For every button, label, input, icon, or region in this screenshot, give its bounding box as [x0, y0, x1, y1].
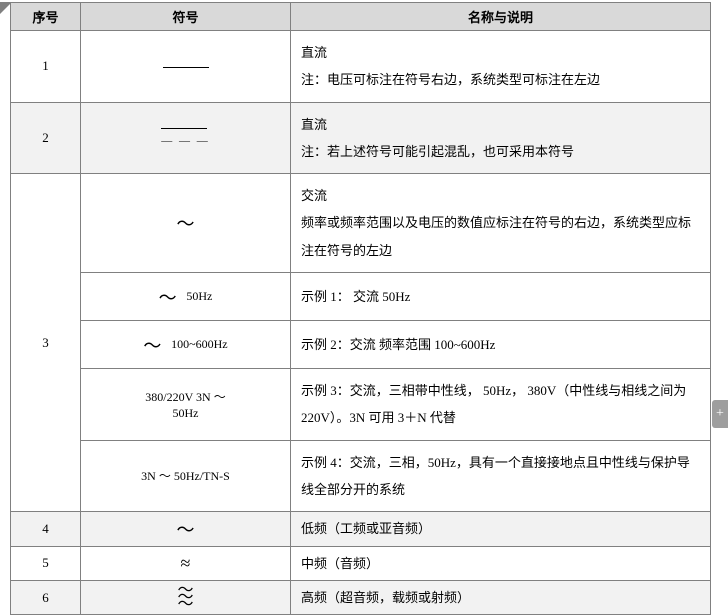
triple-wave-icon: 〜〜〜	[177, 587, 193, 609]
table-row: 4 〜 低频（工频或亚音频）	[11, 512, 711, 546]
table-row: 5 ≈ 中频（音频）	[11, 546, 711, 580]
cell-desc: 低频（工频或亚音频）	[291, 512, 711, 546]
cell-desc: 高频（超音频，载频或射频）	[291, 580, 711, 614]
cell-no: 4	[11, 512, 81, 546]
cell-symbol: 380/220V 3N ～ 50Hz	[81, 369, 291, 441]
cell-no: 5	[11, 546, 81, 580]
table-row: 6 〜〜〜 高频（超音频，载频或射频）	[11, 580, 711, 614]
cell-symbol: 〜	[81, 174, 291, 273]
desc-note: 注：若上述符号可能引起混乱，也可采用本符号	[301, 144, 574, 159]
col-header-symbol: 符号	[81, 3, 291, 31]
table-row: 380/220V 3N ～ 50Hz 示例 3：交流，三相带中性线， 50Hz，…	[11, 369, 711, 441]
desc-title: 直流	[301, 117, 327, 132]
cell-no: 6	[11, 580, 81, 614]
symbols-table: 序号 符号 名称与说明 1 直流 注：电压可标注在符号右边，系统类型可标注在左边…	[10, 2, 711, 615]
table-row: 1 直流 注：电压可标注在符号右边，系统类型可标注在左边	[11, 31, 711, 103]
table-row: 3N ～ 50Hz/TN-S 示例 4：交流，三相，50Hz，具有一个直接接地点…	[11, 440, 711, 512]
desc-title: 交流	[301, 188, 327, 203]
cell-symbol: 〜	[81, 512, 291, 546]
wave-icon: 〜	[143, 336, 161, 356]
wave-icon: 〜	[159, 288, 177, 308]
corner-marker	[0, 2, 12, 14]
cell-desc: 示例 3：交流，三相带中性线， 50Hz， 380V（中性线与相线之间为 220…	[291, 369, 711, 441]
symbol-line1: 380/220V 3N ～	[145, 390, 225, 404]
col-header-no: 序号	[11, 3, 81, 31]
table-header-row: 序号 符号 名称与说明	[11, 3, 711, 31]
cell-symbol: 〜 50Hz	[81, 273, 291, 321]
cell-symbol: ≈	[81, 546, 291, 580]
table-row: 〜 50Hz 示例 1： 交流 50Hz	[11, 273, 711, 321]
cell-desc: 中频（音频）	[291, 546, 711, 580]
cell-desc: 直流 注：若上述符号可能引起混乱，也可采用本符号	[291, 102, 711, 174]
dash-over-dashes-icon: — — —	[161, 128, 210, 148]
table-row: 〜 100~600Hz 示例 2：交流 频率范围 100~600Hz	[11, 321, 711, 369]
double-wave-icon: ≈	[181, 553, 191, 573]
side-expand-tab[interactable]: +	[712, 400, 728, 428]
table-row: 3 〜 交流 频率或频率范围以及电压的数值应标注在符号的右边，系统类型应标注在符…	[11, 174, 711, 273]
cell-symbol: 〜〜〜	[81, 580, 291, 614]
wave-icon: 〜	[177, 520, 195, 540]
cell-desc: 示例 2：交流 频率范围 100~600Hz	[291, 321, 711, 369]
cell-desc: 示例 1： 交流 50Hz	[291, 273, 711, 321]
symbol-extra: 100~600Hz	[171, 337, 227, 351]
cell-desc: 交流 频率或频率范围以及电压的数值应标注在符号的右边，系统类型应标注在符号的左边	[291, 174, 711, 273]
wave-icon: 〜	[177, 214, 195, 234]
single-dash-icon	[163, 67, 209, 68]
cell-no: 3	[11, 174, 81, 512]
cell-desc: 直流 注：电压可标注在符号右边，系统类型可标注在左边	[291, 31, 711, 103]
desc-body: 频率或频率范围以及电压的数值应标注在符号的右边，系统类型应标注在符号的左边	[301, 215, 691, 257]
col-header-desc: 名称与说明	[291, 3, 711, 31]
symbol-line2: 50Hz	[173, 406, 199, 420]
symbol-extra: 50Hz	[186, 289, 212, 303]
table-row: 2 — — — 直流 注：若上述符号可能引起混乱，也可采用本符号	[11, 102, 711, 174]
cell-no: 2	[11, 102, 81, 174]
cell-symbol: — — —	[81, 102, 291, 174]
desc-note: 注：电压可标注在符号右边，系统类型可标注在左边	[301, 72, 600, 87]
desc-title: 直流	[301, 45, 327, 60]
cell-symbol: 3N ～ 50Hz/TN-S	[81, 440, 291, 512]
symbol-text: 3N ～ 50Hz/TN-S	[141, 469, 230, 483]
cell-desc: 示例 4：交流，三相，50Hz，具有一个直接接地点且中性线与保护导线全部分开的系…	[291, 440, 711, 512]
cell-symbol: 〜 100~600Hz	[81, 321, 291, 369]
cell-no: 1	[11, 31, 81, 103]
cell-symbol	[81, 31, 291, 103]
